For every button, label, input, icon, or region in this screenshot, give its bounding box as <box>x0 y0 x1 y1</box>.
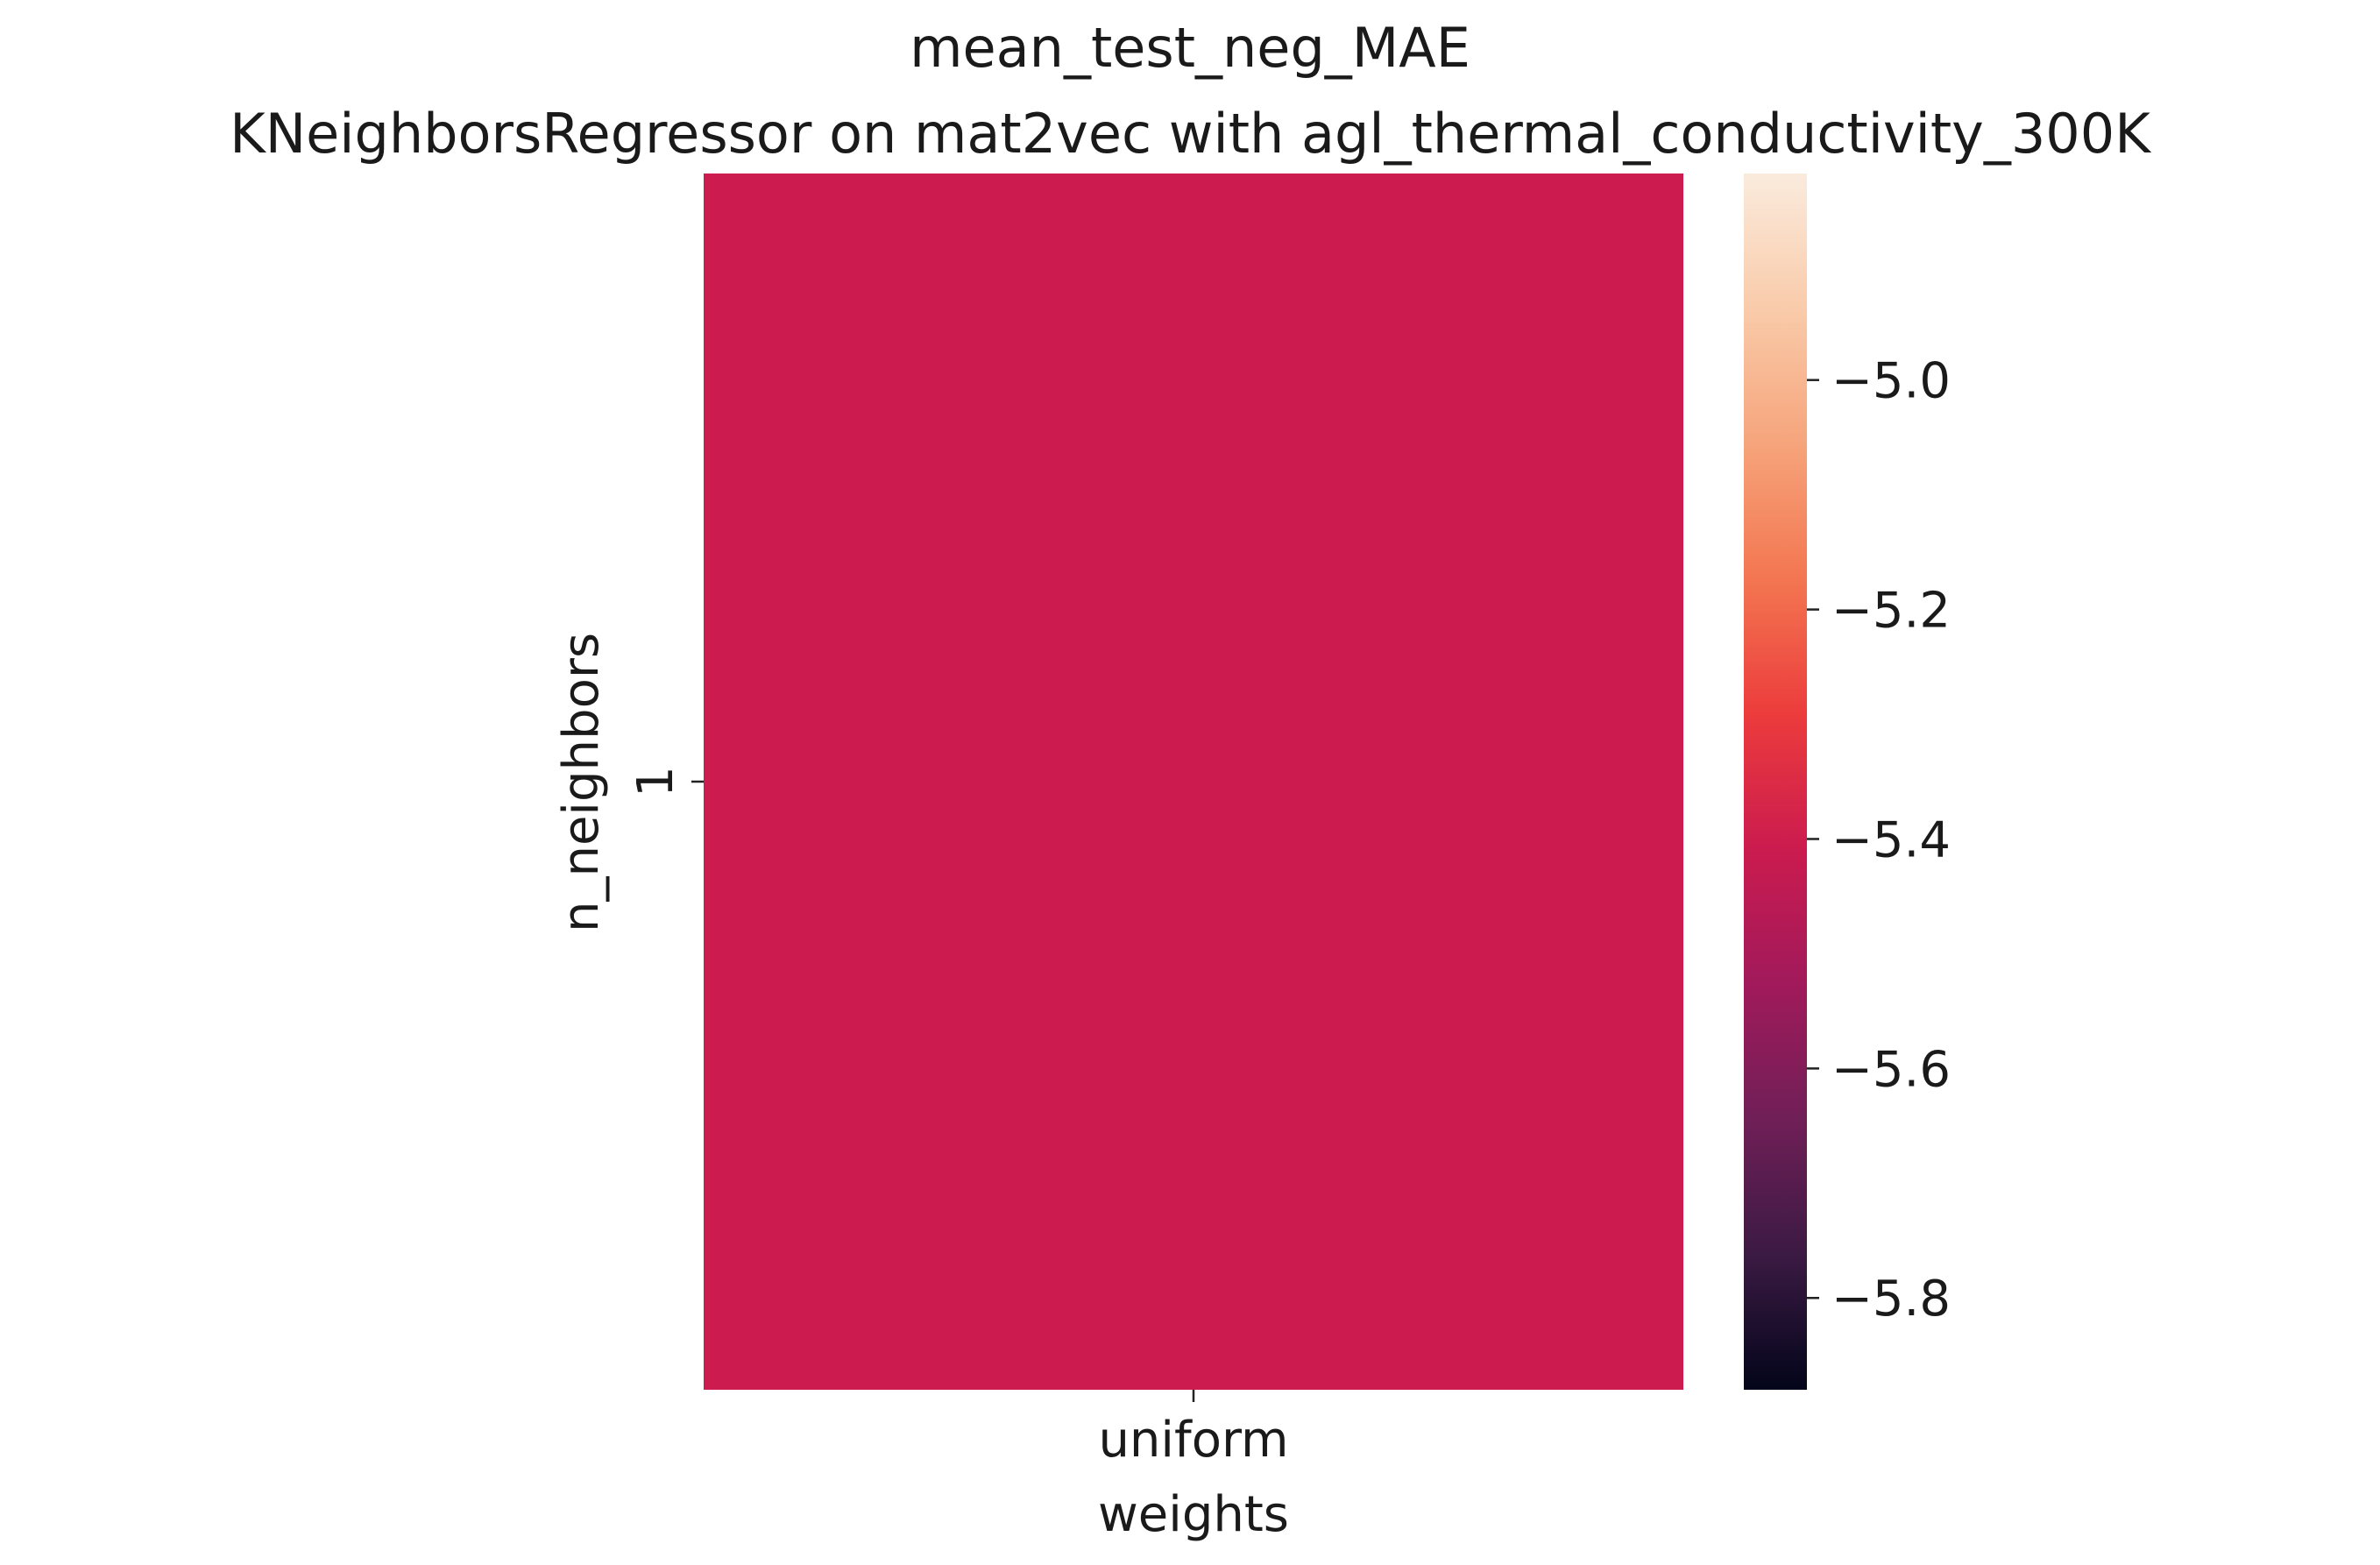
x-axis: uniform <box>1098 1390 1289 1469</box>
y-tick-label: 1 <box>627 766 684 797</box>
colorbar-tick-label: −5.4 <box>1831 811 1951 868</box>
heatmap-cells <box>704 173 1683 1390</box>
y-axis: 1 <box>627 766 704 797</box>
colorbar-tick-label: −5.6 <box>1831 1041 1951 1098</box>
colorbar-gradient <box>1744 173 1807 1390</box>
colorbar-tick-label: −5.0 <box>1831 353 1951 410</box>
colorbar-tick-label: −5.8 <box>1831 1271 1951 1328</box>
heatmap-cell-uniform-1 <box>704 173 1683 1390</box>
x-tick-label: uniform <box>1098 1412 1288 1469</box>
chart-title: mean_test_neg_MAE <box>910 16 1470 80</box>
colorbar: −5.8 −5.6 −5.4 −5.2 −5.0 <box>1744 173 1951 1390</box>
colorbar-tick-label: −5.2 <box>1831 583 1951 640</box>
y-axis-label: n_neighbors <box>553 633 610 932</box>
x-axis-label: weights <box>1098 1486 1289 1543</box>
chart-subtitle: KNeighborsRegressor on mat2vec with agl_… <box>230 102 2151 166</box>
